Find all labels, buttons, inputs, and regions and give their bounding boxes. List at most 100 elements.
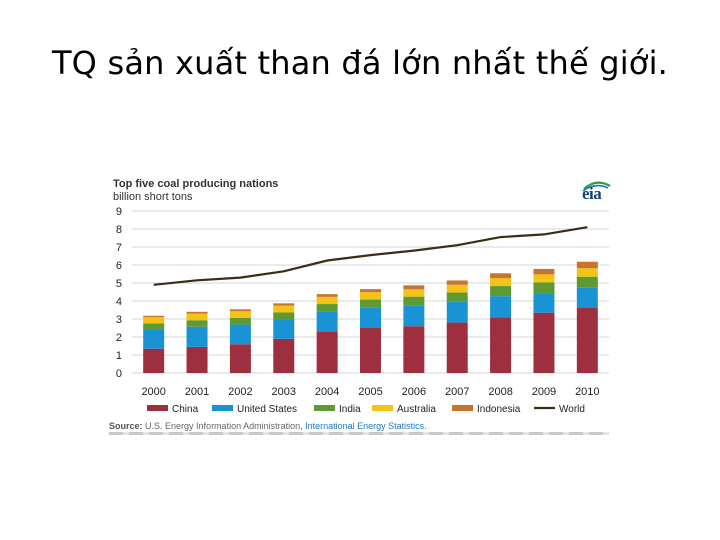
bar-segment xyxy=(229,344,251,373)
bar-segment xyxy=(143,315,165,318)
bar-segment xyxy=(229,309,251,312)
chart-subtitle: billion short tons xyxy=(113,191,193,203)
y-tick-label: 1 xyxy=(116,350,122,362)
legend-label: India xyxy=(339,404,361,415)
y-tick-label: 3 xyxy=(116,314,122,326)
slide-title: TQ sản xuất than đá lớn nhất thế giới. xyxy=(51,44,669,82)
bar-segment xyxy=(143,329,165,349)
y-tick-label: 7 xyxy=(116,242,122,254)
bar-segment xyxy=(143,323,165,330)
bar-segment xyxy=(446,301,468,323)
y-tick-label: 0 xyxy=(116,368,122,380)
x-tick-label: 2004 xyxy=(315,386,339,398)
bar-segment xyxy=(576,276,598,288)
bar-segment xyxy=(490,273,512,279)
y-tick-label: 4 xyxy=(116,296,122,308)
legend-swatch xyxy=(212,405,233,411)
clipped-notes-line xyxy=(109,432,609,435)
bar-segment xyxy=(143,348,165,373)
bar-segment xyxy=(360,289,381,293)
bar-segment xyxy=(533,268,555,275)
bar-segment xyxy=(360,292,381,300)
legend-swatch xyxy=(147,405,168,411)
bar-segment xyxy=(576,307,598,373)
x-tick-label: 2010 xyxy=(575,386,599,398)
legend-label: Indonesia xyxy=(477,404,521,415)
x-tick-label: 2000 xyxy=(141,386,165,398)
source-link[interactable]: International Energy Statistics. xyxy=(305,421,427,431)
x-tick-label: 2002 xyxy=(228,386,252,398)
y-tick-label: 5 xyxy=(116,278,122,290)
y-tick-label: 2 xyxy=(116,332,122,344)
bar-segment xyxy=(533,274,555,283)
bar-segment xyxy=(273,303,295,306)
source-note: Source: U.S. Energy Information Administ… xyxy=(109,421,427,431)
bar-segment xyxy=(446,284,468,293)
bar-segment xyxy=(186,346,208,373)
bar-segment xyxy=(403,305,425,327)
bar-segment xyxy=(403,296,425,306)
bar-segment xyxy=(446,292,468,302)
legend-label: Australia xyxy=(397,404,436,415)
x-tick-label: 2008 xyxy=(488,386,512,398)
bar-segment xyxy=(403,289,425,297)
bar-segment xyxy=(533,312,555,373)
chart-title: Top five coal producing nations xyxy=(113,178,279,190)
bar-segment xyxy=(490,317,512,373)
bar-segment xyxy=(316,296,338,305)
bar-segment xyxy=(273,338,295,373)
bar-segment xyxy=(490,286,512,297)
y-tick-label: 8 xyxy=(116,224,122,236)
bar-segment xyxy=(186,313,208,321)
bar-segment xyxy=(360,299,381,308)
bar-segment xyxy=(360,307,381,328)
x-tick-label: 2005 xyxy=(358,386,382,398)
source-text: U.S. Energy Information Administration, xyxy=(145,421,303,431)
legend-swatch xyxy=(372,405,393,411)
y-tick-label: 6 xyxy=(116,260,122,272)
bar-segment xyxy=(316,331,338,373)
bar-segment xyxy=(490,296,512,318)
world-line xyxy=(153,226,588,286)
bar-segment xyxy=(576,287,598,308)
legend-label: United States xyxy=(237,404,297,415)
legend-swatch xyxy=(452,405,473,411)
bar-segment xyxy=(446,280,468,285)
eia-logo-icon xyxy=(582,181,611,192)
bar-segment xyxy=(533,293,555,313)
bar-segment xyxy=(273,305,295,313)
bar-segment xyxy=(186,311,208,314)
bar-segment xyxy=(403,326,425,373)
x-tick-label: 2001 xyxy=(185,386,209,398)
bar-segment xyxy=(533,282,555,294)
y-tick-label: 9 xyxy=(116,206,122,218)
bar-segment xyxy=(316,294,338,297)
x-tick-label: 2009 xyxy=(532,386,556,398)
legend-label: World xyxy=(559,404,585,415)
bar-segment xyxy=(446,322,468,373)
bar-segment xyxy=(186,326,208,347)
bar-segment xyxy=(229,324,251,345)
eia-logo-text: eia xyxy=(582,184,602,203)
bar-segment xyxy=(186,320,208,327)
source-label: Source: xyxy=(109,421,143,431)
bar-segment xyxy=(229,317,251,325)
bar-segment xyxy=(273,319,295,339)
x-tick-label: 2007 xyxy=(445,386,469,398)
bar-segment xyxy=(403,285,425,290)
bar-segment xyxy=(490,278,512,287)
legend-label: China xyxy=(172,404,199,415)
legend-swatch xyxy=(314,405,335,411)
x-tick-label: 2006 xyxy=(402,386,426,398)
chart-container: Top five coal producing nations billion … xyxy=(104,170,616,436)
x-tick-label: 2003 xyxy=(272,386,296,398)
bar-segment xyxy=(576,261,598,269)
bar-segment xyxy=(576,268,598,277)
bar-segment xyxy=(143,317,165,324)
bar-segment xyxy=(316,304,338,312)
bar-segment xyxy=(316,311,338,332)
bar-segment xyxy=(273,312,295,320)
bar-segment xyxy=(360,328,381,373)
bar-segment xyxy=(229,311,251,318)
coal-production-chart: 0 1 2 3 4 5 6 7 8 9 2000 2001 2002 2003 2004 2005 2006 20… xyxy=(116,206,609,415)
